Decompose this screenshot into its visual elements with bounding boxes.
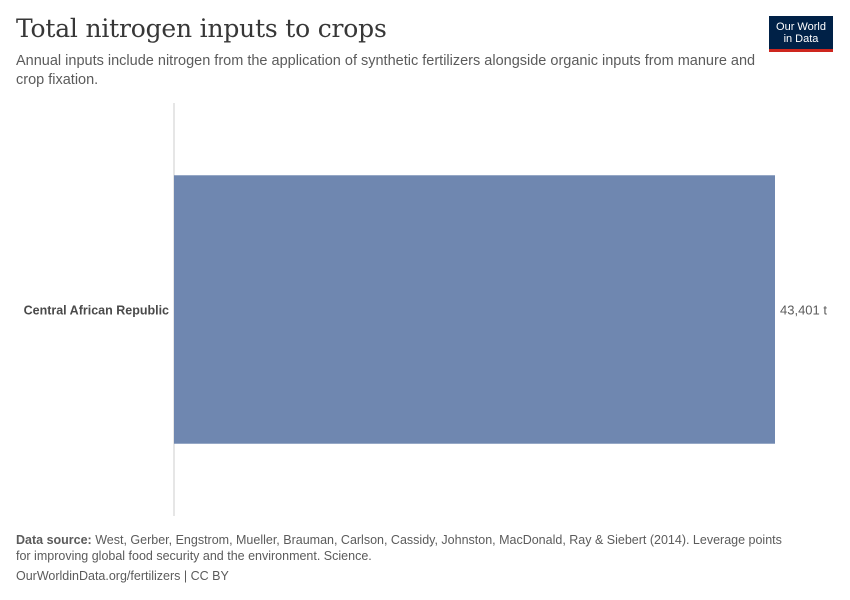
logo-line-2: in Data: [783, 33, 819, 45]
bar[interactable]: [174, 175, 775, 444]
chart-title: Total nitrogen inputs to crops: [16, 14, 387, 43]
logo-line-1: Our World: [776, 21, 826, 33]
footer-link[interactable]: OurWorldinData.org/fertilizers | CC BY: [16, 569, 229, 583]
category-label: Central African Republic: [24, 304, 169, 318]
owid-logo[interactable]: Our World in Data: [769, 16, 833, 52]
chart-subtitle: Annual inputs include nitrogen from the …: [16, 53, 756, 88]
value-label: 43,401 t: [780, 303, 827, 318]
data-source-note: Data source: West, Gerber, Engstrom, Mue…: [16, 532, 796, 564]
data-source-label: Data source:: [16, 533, 92, 547]
data-source-text: West, Gerber, Engstrom, Mueller, Brauman…: [16, 533, 782, 563]
bars-group: Central African Republic 43,401 t: [24, 175, 827, 444]
